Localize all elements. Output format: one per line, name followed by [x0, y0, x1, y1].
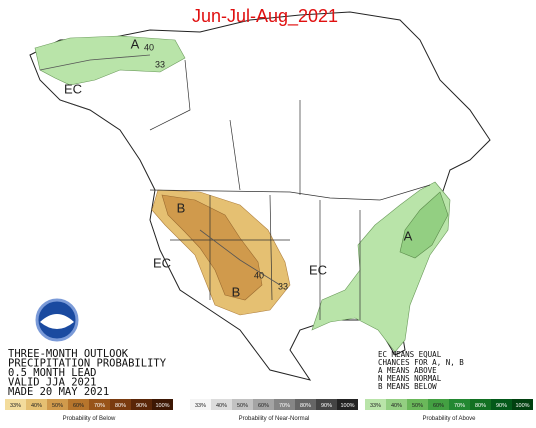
outlook-text: PRECIPITATION PROBABILITY — [8, 358, 167, 370]
map-label: A — [404, 228, 413, 243]
colorbar-swatch — [316, 399, 337, 410]
colorbar-label: 60% — [433, 403, 444, 409]
colorbar-swatch — [152, 399, 173, 410]
legend-note: B MEANS BELOW — [378, 382, 437, 391]
colorbar-label: 33% — [195, 403, 206, 409]
colorbar-label: 33% — [370, 403, 381, 409]
colorbar-swatch — [407, 399, 428, 410]
colorbar-caption: Probability of Above — [422, 416, 476, 422]
colorbar-swatch — [253, 399, 274, 410]
map-label: 40 — [254, 270, 264, 280]
map-label: B — [232, 284, 241, 299]
colorbar-label: 70% — [454, 403, 465, 409]
colorbar-label: 70% — [94, 403, 105, 409]
legend-note: EC MEANS EQUAL — [378, 350, 442, 359]
colorbar-swatch — [110, 399, 131, 410]
colorbar-caption: Probability of Below — [63, 416, 116, 422]
colorbar-swatch — [428, 399, 449, 410]
colorbar-label: 90% — [321, 403, 332, 409]
colorbar-swatch — [232, 399, 253, 410]
map-label: 40 — [144, 42, 154, 52]
map-label: A — [131, 36, 140, 51]
colorbar-swatch — [5, 399, 26, 410]
map-label: B — [177, 200, 186, 215]
outlook-text: THREE-MONTH OUTLOOK — [8, 348, 129, 360]
above-region-inner — [399, 191, 449, 259]
colorbar-label: 100% — [155, 403, 169, 409]
colorbar-swatch — [131, 399, 152, 410]
colorbar-swatch — [512, 399, 533, 410]
colorbar-label: 80% — [300, 403, 311, 409]
legend-note: A MEANS ABOVE — [378, 366, 437, 375]
colorbar-label: 90% — [136, 403, 147, 409]
colorbar-label: 33% — [10, 403, 21, 409]
colorbar-label: 50% — [52, 403, 63, 409]
colorbar-swatch — [386, 399, 407, 410]
below-region-inner — [161, 194, 263, 301]
colorbar-swatch — [449, 399, 470, 410]
legend-note: CHANCES FOR A, N, B — [378, 358, 464, 367]
colorbar-label: 60% — [73, 403, 84, 409]
colorbar-swatch — [295, 399, 316, 410]
colorbar-label: 70% — [279, 403, 290, 409]
colorbar-swatch — [68, 399, 89, 410]
colorbar-swatch — [470, 399, 491, 410]
outlook-text: MADE 20 MAY 2021 — [8, 386, 109, 398]
colorbar-label: 80% — [115, 403, 126, 409]
above-region — [34, 35, 186, 86]
colorbar-label: 60% — [258, 403, 269, 409]
outlook-text: 0.5 MONTH LEAD — [8, 367, 97, 379]
noaa-logo-bird — [40, 314, 74, 329]
contour — [39, 54, 281, 286]
colorbar-label: 40% — [391, 403, 402, 409]
map-label: EC — [64, 81, 82, 96]
colorbar-swatch — [337, 399, 358, 410]
legend-note: N MEANS NORMAL — [378, 374, 442, 383]
map-label: 33 — [155, 59, 165, 69]
colorbar-swatch — [47, 399, 68, 410]
colorbar-swatch — [190, 399, 211, 410]
colorbar-swatch — [365, 399, 386, 410]
title: Jun-Jul-Aug_2021 — [192, 6, 338, 27]
colorbar-label: 90% — [496, 403, 507, 409]
map-label: EC — [309, 262, 327, 277]
outlook-text: VALID JJA 2021 — [8, 377, 97, 389]
border — [59, 59, 431, 320]
colorbar-label: 50% — [237, 403, 248, 409]
colorbar-label: 50% — [412, 403, 423, 409]
map-label: EC — [153, 255, 171, 270]
colorbar-swatch — [89, 399, 110, 410]
colorbar-label: 100% — [340, 403, 354, 409]
colorbar-caption: Probability of Near-Normal — [239, 416, 310, 422]
colorbar-swatch — [491, 399, 512, 410]
map-label: 33 — [278, 281, 288, 291]
colorbar-swatch — [26, 399, 47, 410]
colorbar-swatch — [211, 399, 232, 410]
colorbar-label: 40% — [31, 403, 42, 409]
colorbar-swatch — [274, 399, 295, 410]
colorbar-label: 80% — [475, 403, 486, 409]
colorbar-label: 40% — [216, 403, 227, 409]
colorbar-label: 100% — [515, 403, 529, 409]
